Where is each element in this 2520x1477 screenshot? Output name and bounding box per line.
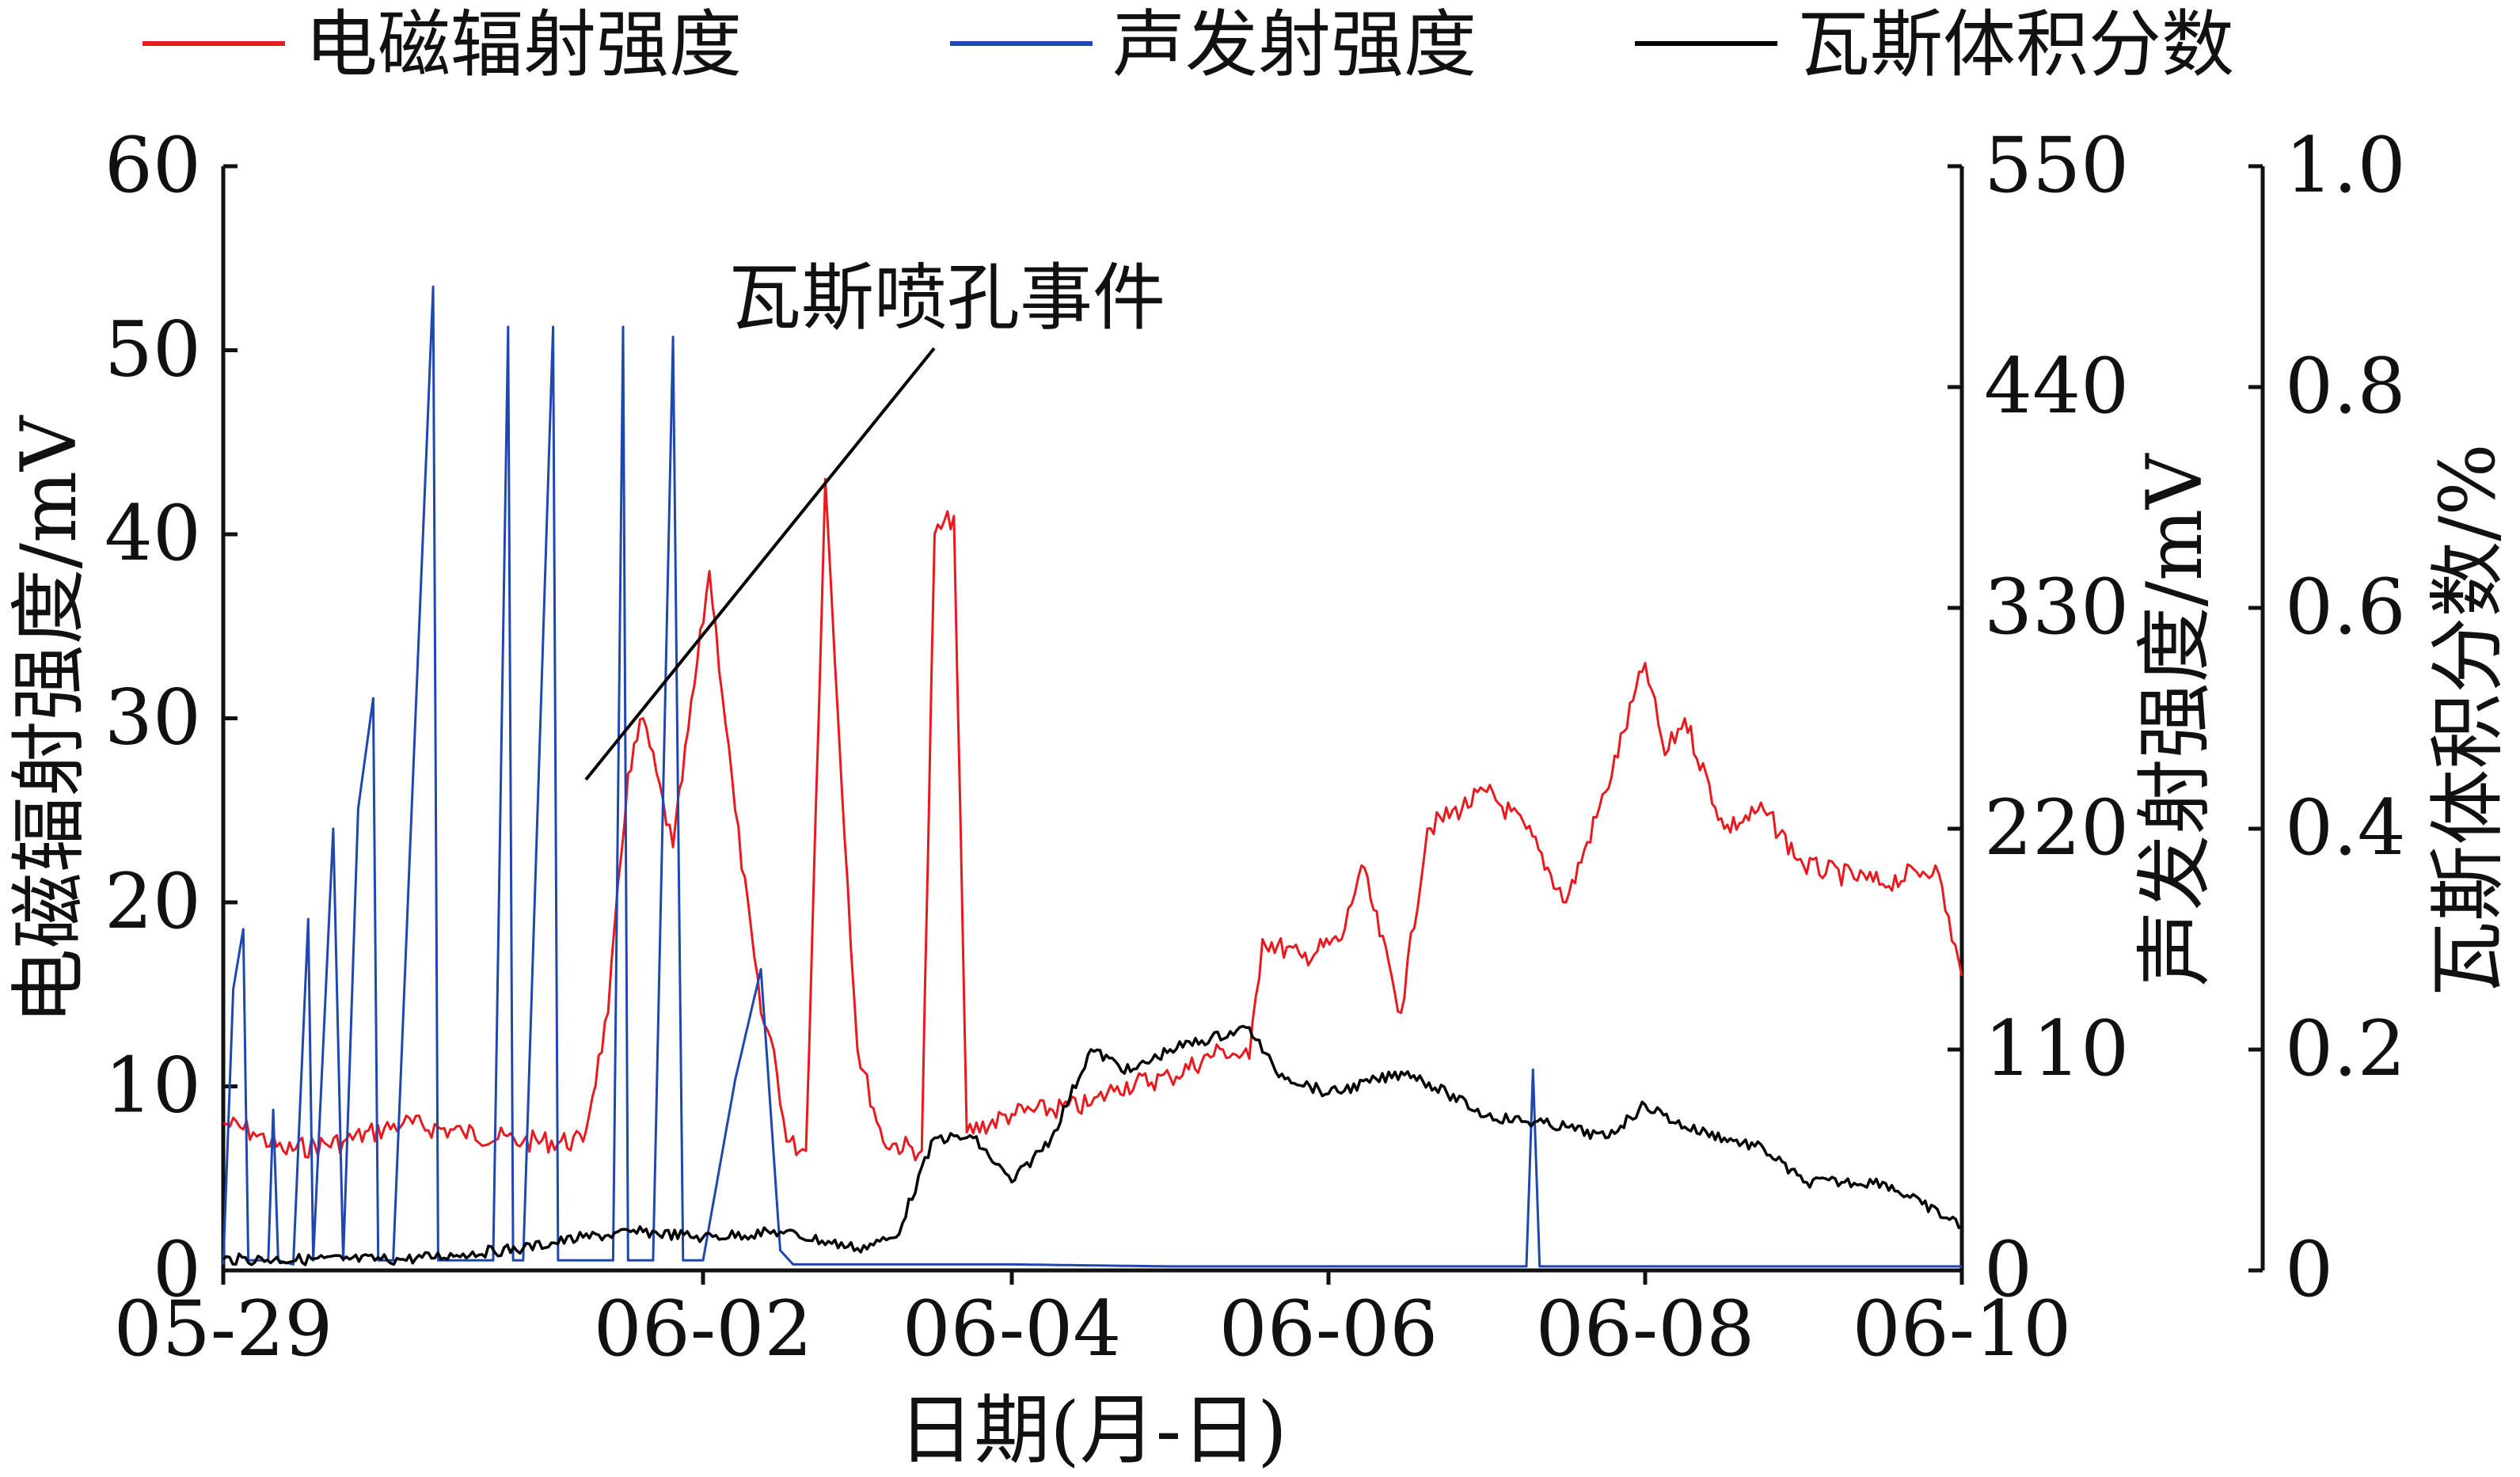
right1-y-tick-label: 330 <box>1984 563 2129 651</box>
legend-label-ae: 声发射强度 <box>1112 2 1477 87</box>
right1-y-tick-label: 440 <box>1984 342 2129 431</box>
left-y-axis-title: 电磁辐射强度/mV <box>5 415 93 1024</box>
ticks-layer: 05-29 06-02 06-04 06-06 06-08 06-100102030405… <box>105 121 2406 1373</box>
legend-label-emr: 电磁辐射强度 <box>305 2 742 87</box>
right1-y-tick-label: 0 <box>1984 1225 2032 1314</box>
right2-y-tick-label: 0.4 <box>2285 784 2406 872</box>
emr-series-line <box>222 477 1963 1162</box>
series-layer <box>222 285 1963 1268</box>
right2-y-tick-label: 0.2 <box>2285 1004 2406 1093</box>
right1-y-tick-label: 220 <box>1984 784 2129 872</box>
x-tick-label: 06-02 <box>594 1285 813 1373</box>
right1-y-tick-label: 550 <box>1984 121 2129 210</box>
left-y-tick-label: 60 <box>105 121 201 210</box>
gas-series-line <box>222 1024 1963 1266</box>
legend-label-gas: 瓦斯体积分数 <box>1797 2 2234 87</box>
right2-y-tick-label: 0.6 <box>2285 563 2406 651</box>
left-y-tick-label: 50 <box>105 306 201 394</box>
x-tick-label: 05-29 <box>114 1285 333 1373</box>
annotation: 瓦斯喷孔事件 <box>584 256 1165 781</box>
x-axis-title: 日期(月-日) <box>898 1386 1287 1475</box>
right2-y-axis-title: 瓦斯体积分数/% <box>2423 443 2512 997</box>
annotation-leader-line <box>584 347 936 781</box>
x-tick-label: 06-08 <box>1536 1285 1755 1373</box>
right2-y-tick-label: 0 <box>2285 1225 2333 1314</box>
left-y-tick-label: 20 <box>105 857 201 946</box>
x-tick-label: 06-06 <box>1219 1285 1439 1373</box>
left-y-tick-label: 30 <box>105 674 201 762</box>
legend: 电磁辐射强度 声发射强度 瓦斯体积分数 <box>143 2 2234 87</box>
right2-y-tick-label: 1.0 <box>2285 121 2406 210</box>
right2-y-tick-label: 0.8 <box>2285 342 2406 431</box>
left-y-tick-label: 10 <box>105 1042 201 1130</box>
annotation-text: 瓦斯喷孔事件 <box>728 256 1165 340</box>
left-y-tick-label: 0 <box>153 1225 201 1314</box>
x-tick-label: 06-04 <box>903 1285 1122 1373</box>
right1-y-axis-title: 声发射强度/mV <box>2130 453 2219 986</box>
ae-series-line <box>222 285 1962 1268</box>
x-tick-label: 06-10 <box>1853 1285 2072 1373</box>
left-y-tick-label: 40 <box>105 489 201 578</box>
right1-y-tick-label: 110 <box>1984 1004 2129 1093</box>
